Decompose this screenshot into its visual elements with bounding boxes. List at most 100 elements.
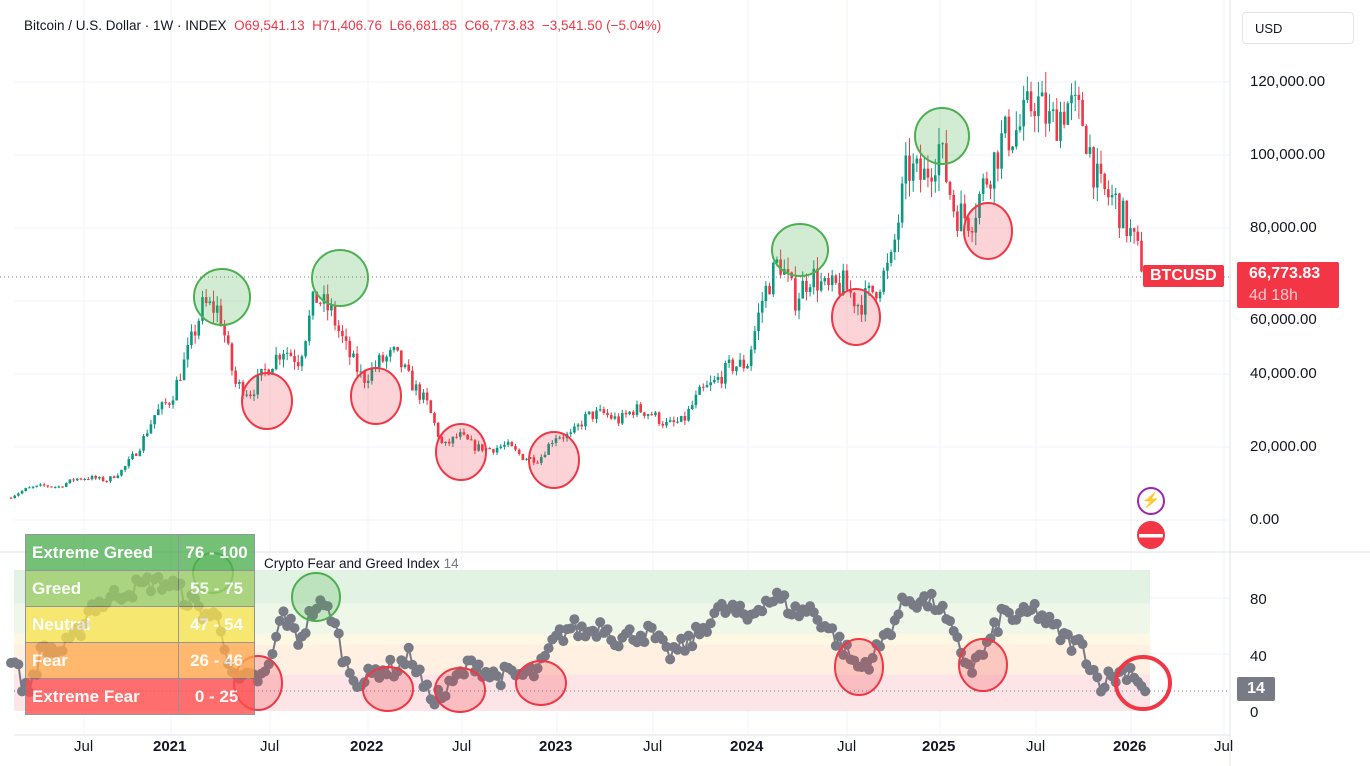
index-dot — [967, 667, 978, 678]
price-axis-label: 80,000.00 — [1250, 219, 1317, 236]
fear-annotation-circle[interactable] — [528, 431, 580, 489]
candle — [75, 478, 79, 481]
candle — [996, 152, 1000, 169]
candle — [1059, 111, 1062, 141]
indicator-name: Crypto Fear and Greed Index — [264, 556, 440, 571]
candle — [24, 488, 28, 491]
candle — [591, 411, 595, 419]
candle — [344, 336, 348, 341]
candle — [9, 497, 13, 499]
index-dot — [1088, 664, 1099, 675]
greed-annotation-circle[interactable] — [914, 107, 970, 165]
fear-annotation-circle[interactable] — [241, 372, 293, 430]
index-dot — [646, 622, 657, 633]
candle — [724, 363, 727, 384]
currency-button[interactable]: USD — [1242, 12, 1354, 44]
candle — [171, 400, 175, 405]
candle — [477, 444, 480, 451]
index-dot — [293, 639, 304, 650]
candle — [845, 270, 849, 290]
greed-annotation-circle[interactable] — [291, 572, 341, 622]
candle — [624, 412, 628, 415]
fear-annotation-circle[interactable] — [515, 660, 567, 706]
candle — [805, 280, 808, 292]
candle — [319, 302, 322, 304]
index-dot — [341, 655, 352, 666]
candle — [1066, 103, 1070, 125]
candle — [683, 416, 687, 421]
candle — [322, 294, 326, 304]
indicator-legend: Crypto Fear and Greed Index 14 — [264, 556, 459, 571]
fear-annotation-circle[interactable] — [362, 666, 414, 712]
greed-annotation-circle[interactable] — [193, 268, 251, 326]
candle — [42, 484, 46, 486]
candle — [46, 485, 50, 487]
index-dot — [252, 676, 263, 687]
candle — [212, 301, 215, 313]
candle — [893, 239, 897, 253]
fear-annotation-circle[interactable] — [963, 202, 1013, 260]
fear-annotation-circle[interactable] — [958, 638, 1008, 692]
candle — [234, 370, 237, 384]
candle — [974, 217, 978, 233]
time-axis-label: 2025 — [922, 738, 956, 755]
candle — [871, 285, 874, 293]
fear-annotation-circle[interactable] — [1114, 655, 1172, 711]
candle — [149, 424, 153, 434]
index-dot — [414, 664, 425, 675]
greed-annotation-circle[interactable] — [311, 249, 369, 307]
candle — [481, 444, 484, 451]
candle — [123, 466, 127, 470]
candle — [385, 356, 388, 362]
candle — [101, 477, 105, 482]
candle — [256, 375, 260, 395]
candle — [61, 486, 64, 488]
candle — [31, 486, 35, 488]
candle — [1132, 228, 1136, 232]
candle — [989, 184, 992, 189]
index-dot — [573, 631, 584, 642]
bar-countdown: 4d 18h — [1249, 287, 1298, 304]
candle — [510, 441, 514, 447]
candle — [370, 367, 374, 381]
fear-annotation-circle[interactable] — [831, 288, 881, 346]
candle — [274, 354, 278, 370]
index-dot — [1062, 629, 1073, 640]
fear-annotation-circle[interactable] — [350, 367, 402, 425]
index-dot — [344, 668, 355, 679]
candle — [801, 280, 805, 299]
index-dot — [683, 630, 694, 641]
candle — [201, 297, 204, 321]
fear-annotation-circle[interactable] — [435, 423, 487, 481]
candle — [694, 394, 698, 406]
us-flag-calendar-icon[interactable] — [1137, 521, 1165, 549]
candle — [168, 403, 171, 405]
candle — [1037, 96, 1040, 117]
candle — [282, 353, 285, 360]
candle — [175, 379, 179, 401]
time-axis-label: 2026 — [1113, 738, 1147, 755]
fear-annotation-circle[interactable] — [434, 667, 486, 713]
zone-range: 0 - 25 — [178, 678, 255, 715]
candle — [908, 155, 911, 181]
fear-annotation-circle[interactable] — [834, 638, 884, 696]
candle — [668, 420, 672, 422]
greed-annotation-circle[interactable] — [771, 223, 829, 277]
index-dot — [945, 615, 956, 626]
candle — [727, 359, 731, 364]
time-axis-label: Jul — [643, 738, 663, 755]
candle — [937, 144, 941, 176]
candle — [366, 380, 370, 383]
index-dot — [705, 618, 716, 629]
candle — [462, 432, 466, 435]
candle — [278, 354, 282, 360]
candle — [307, 315, 311, 342]
candle — [819, 281, 823, 291]
candle — [952, 194, 955, 212]
candle — [72, 479, 75, 481]
index-dot — [937, 600, 948, 611]
index-dot — [407, 659, 418, 670]
lightning-icon[interactable]: ⚡ — [1137, 487, 1165, 515]
candle — [440, 436, 444, 444]
index-dot — [554, 624, 565, 635]
